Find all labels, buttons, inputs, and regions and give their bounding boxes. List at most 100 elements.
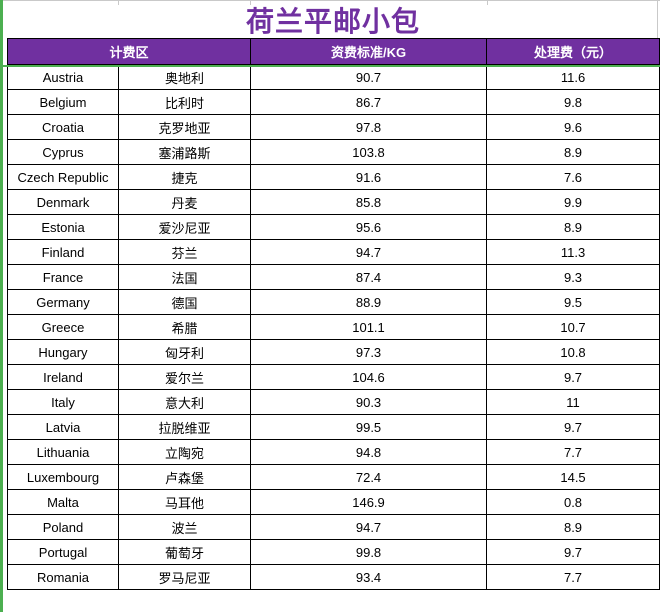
fee-cell[interactable]: 9.6 (486, 114, 660, 140)
rate-cell[interactable]: 85.8 (250, 189, 488, 215)
table-row: Greece 希腊 101.1 10.7 (7, 314, 660, 340)
country-zh-cell[interactable]: 意大利 (117, 389, 252, 415)
country-en-cell[interactable]: Croatia (7, 114, 119, 140)
rate-cell[interactable]: 91.6 (250, 164, 488, 190)
fee-cell[interactable]: 8.9 (486, 139, 660, 165)
rate-cell[interactable]: 99.8 (250, 539, 488, 565)
country-zh-cell[interactable]: 马耳他 (117, 489, 252, 515)
rate-cell[interactable]: 101.1 (250, 314, 488, 340)
country-zh-cell[interactable]: 芬兰 (117, 239, 252, 265)
fee-cell[interactable]: 11 (486, 389, 660, 415)
country-zh-cell[interactable]: 拉脱维亚 (117, 414, 252, 440)
country-en-cell[interactable]: Cyprus (7, 139, 119, 165)
table-row: Portugal 葡萄牙 99.8 9.7 (7, 539, 660, 565)
table-row: Italy 意大利 90.3 11 (7, 389, 660, 415)
rate-cell[interactable]: 86.7 (250, 89, 488, 115)
country-zh-cell[interactable]: 比利时 (117, 89, 252, 115)
table-row: Croatia 克罗地亚 97.8 9.6 (7, 114, 660, 140)
rate-cell[interactable]: 94.7 (250, 239, 488, 265)
country-zh-cell[interactable]: 立陶宛 (117, 439, 252, 465)
country-zh-cell[interactable]: 匈牙利 (117, 339, 252, 365)
country-zh-cell[interactable]: 捷克 (117, 164, 252, 190)
fee-cell[interactable]: 8.9 (486, 214, 660, 240)
country-zh-cell[interactable]: 克罗地亚 (117, 114, 252, 140)
fee-cell[interactable]: 9.5 (486, 289, 660, 315)
fee-cell[interactable]: 9.7 (486, 364, 660, 390)
rate-cell[interactable]: 72.4 (250, 464, 488, 490)
country-en-cell[interactable]: Denmark (7, 189, 119, 215)
rate-cell[interactable]: 104.6 (250, 364, 488, 390)
country-zh-cell[interactable]: 奥地利 (117, 64, 252, 90)
table-row: Belgium 比利时 86.7 9.8 (7, 89, 660, 115)
fee-cell[interactable]: 11.3 (486, 239, 660, 265)
rate-cell[interactable]: 93.4 (250, 564, 488, 590)
fee-cell[interactable]: 8.9 (486, 514, 660, 540)
country-zh-cell[interactable]: 卢森堡 (117, 464, 252, 490)
rate-cell[interactable]: 88.9 (250, 289, 488, 315)
rate-cell[interactable]: 97.8 (250, 114, 488, 140)
rates-table: 计费区 资费标准/KG 处理费（元） Austria 奥地利 90.7 11.6 Bel… (6, 38, 660, 590)
fee-cell[interactable]: 7.6 (486, 164, 660, 190)
fee-cell[interactable]: 14.5 (486, 464, 660, 490)
country-zh-cell[interactable]: 爱尔兰 (117, 364, 252, 390)
country-en-cell[interactable]: Belgium (7, 89, 119, 115)
header-handling-fee[interactable]: 处理费（元） (486, 38, 660, 65)
fee-cell[interactable]: 7.7 (486, 439, 660, 465)
rate-cell[interactable]: 99.5 (250, 414, 488, 440)
country-en-cell[interactable]: France (7, 264, 119, 290)
country-en-cell[interactable]: Malta (7, 489, 119, 515)
fee-cell[interactable]: 10.7 (486, 314, 660, 340)
country-en-cell[interactable]: Greece (7, 314, 119, 340)
country-zh-cell[interactable]: 葡萄牙 (117, 539, 252, 565)
fee-cell[interactable]: 9.7 (486, 414, 660, 440)
table-body: Austria 奥地利 90.7 11.6 Belgium 比利时 86.7 9.8 Croat… (7, 64, 660, 590)
fee-cell[interactable]: 9.9 (486, 189, 660, 215)
fee-cell[interactable]: 0.8 (486, 489, 660, 515)
fee-cell[interactable]: 9.8 (486, 89, 660, 115)
country-en-cell[interactable]: Austria (7, 64, 119, 90)
header-row: 计费区 资费标准/KG 处理费（元） (6, 38, 660, 65)
country-en-cell[interactable]: Latvia (7, 414, 119, 440)
country-zh-cell[interactable]: 德国 (117, 289, 252, 315)
rate-cell[interactable]: 97.3 (250, 339, 488, 365)
country-en-cell[interactable]: Czech Republic (7, 164, 119, 190)
table-row: Hungary 匈牙利 97.3 10.8 (7, 339, 660, 365)
fee-cell[interactable]: 9.7 (486, 539, 660, 565)
country-zh-cell[interactable]: 波兰 (117, 514, 252, 540)
country-en-cell[interactable]: Portugal (7, 539, 119, 565)
header-rate-per-kg[interactable]: 资费标准/KG (250, 38, 488, 65)
fee-cell[interactable]: 11.6 (486, 64, 660, 90)
country-en-cell[interactable]: Lithuania (7, 439, 119, 465)
gridline-tick (118, 0, 119, 5)
country-en-cell[interactable]: Romania (7, 564, 119, 590)
country-en-cell[interactable]: Ireland (7, 364, 119, 390)
country-zh-cell[interactable]: 塞浦路斯 (117, 139, 252, 165)
country-en-cell[interactable]: Poland (7, 514, 119, 540)
rate-cell[interactable]: 103.8 (250, 139, 488, 165)
header-billing-zone[interactable]: 计费区 (6, 38, 252, 65)
gridline-tick (487, 0, 488, 5)
country-zh-cell[interactable]: 丹麦 (117, 189, 252, 215)
country-en-cell[interactable]: Hungary (7, 339, 119, 365)
fee-cell[interactable]: 7.7 (486, 564, 660, 590)
rate-cell[interactable]: 90.3 (250, 389, 488, 415)
fee-cell[interactable]: 10.8 (486, 339, 660, 365)
rate-cell[interactable]: 94.7 (250, 514, 488, 540)
country-zh-cell[interactable]: 爱沙尼亚 (117, 214, 252, 240)
rate-cell[interactable]: 95.6 (250, 214, 488, 240)
country-zh-cell[interactable]: 法国 (117, 264, 252, 290)
country-en-cell[interactable]: Luxembourg (7, 464, 119, 490)
country-en-cell[interactable]: Italy (7, 389, 119, 415)
country-en-cell[interactable]: Germany (7, 289, 119, 315)
country-en-cell[interactable]: Finland (7, 239, 119, 265)
rate-cell[interactable]: 94.8 (250, 439, 488, 465)
table-row: Germany 德国 88.9 9.5 (7, 289, 660, 315)
country-zh-cell[interactable]: 罗马尼亚 (117, 564, 252, 590)
country-en-cell[interactable]: Estonia (7, 214, 119, 240)
page-title: 荷兰平邮小包 (245, 5, 420, 37)
fee-cell[interactable]: 9.3 (486, 264, 660, 290)
country-zh-cell[interactable]: 希腊 (117, 314, 252, 340)
rate-cell[interactable]: 146.9 (250, 489, 488, 515)
rate-cell[interactable]: 90.7 (250, 64, 488, 90)
rate-cell[interactable]: 87.4 (250, 264, 488, 290)
